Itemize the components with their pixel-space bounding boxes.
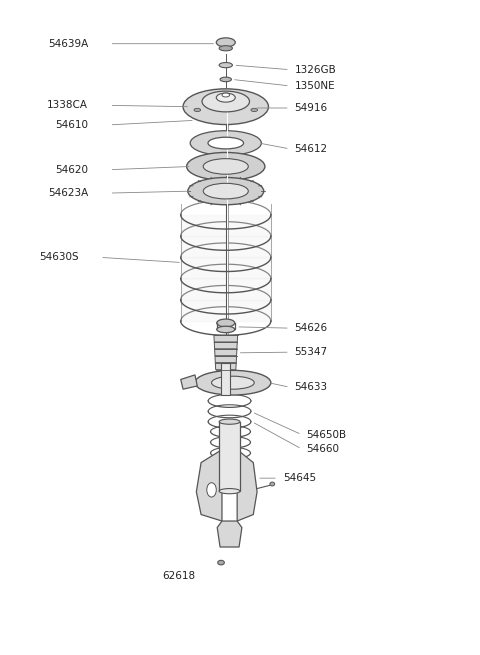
Text: 54650B: 54650B bbox=[306, 430, 347, 440]
Ellipse shape bbox=[219, 489, 240, 494]
Text: 62618: 62618 bbox=[162, 571, 195, 580]
Polygon shape bbox=[214, 342, 237, 349]
Ellipse shape bbox=[270, 482, 275, 486]
Ellipse shape bbox=[212, 376, 254, 389]
Ellipse shape bbox=[188, 178, 264, 205]
Ellipse shape bbox=[216, 93, 235, 102]
Text: 54645: 54645 bbox=[283, 473, 316, 483]
Ellipse shape bbox=[208, 137, 243, 149]
Ellipse shape bbox=[187, 153, 265, 180]
Text: 55347: 55347 bbox=[295, 347, 328, 357]
Polygon shape bbox=[180, 375, 197, 389]
Ellipse shape bbox=[203, 159, 248, 174]
Text: 54916: 54916 bbox=[295, 103, 328, 113]
Ellipse shape bbox=[251, 108, 258, 111]
Ellipse shape bbox=[222, 93, 229, 97]
Ellipse shape bbox=[207, 483, 216, 497]
Ellipse shape bbox=[202, 91, 250, 112]
Ellipse shape bbox=[220, 77, 231, 82]
Ellipse shape bbox=[195, 370, 271, 395]
Text: 54610: 54610 bbox=[55, 120, 88, 130]
Text: 1326GB: 1326GB bbox=[295, 65, 336, 75]
Polygon shape bbox=[216, 363, 236, 369]
Text: 54620: 54620 bbox=[55, 164, 88, 175]
Text: 54660: 54660 bbox=[306, 444, 339, 454]
Polygon shape bbox=[214, 335, 238, 342]
Bar bbox=[219, 422, 240, 491]
Ellipse shape bbox=[203, 183, 248, 199]
Polygon shape bbox=[215, 349, 237, 356]
Bar bbox=[221, 363, 230, 395]
Polygon shape bbox=[237, 449, 257, 521]
Text: 54639A: 54639A bbox=[48, 39, 88, 48]
Polygon shape bbox=[196, 449, 222, 521]
Polygon shape bbox=[217, 521, 242, 547]
Ellipse shape bbox=[217, 319, 235, 327]
Ellipse shape bbox=[216, 38, 235, 47]
Ellipse shape bbox=[217, 326, 235, 333]
Text: 1338CA: 1338CA bbox=[47, 100, 88, 111]
Ellipse shape bbox=[183, 89, 268, 124]
Ellipse shape bbox=[194, 108, 201, 111]
Polygon shape bbox=[215, 356, 237, 363]
Ellipse shape bbox=[219, 419, 240, 424]
Ellipse shape bbox=[190, 131, 261, 155]
Text: 54612: 54612 bbox=[295, 144, 328, 154]
Text: 54633: 54633 bbox=[295, 383, 328, 392]
Text: 54626: 54626 bbox=[295, 323, 328, 333]
Text: 1350NE: 1350NE bbox=[295, 81, 335, 91]
Text: 54630S: 54630S bbox=[39, 252, 79, 263]
Ellipse shape bbox=[218, 560, 224, 565]
Text: 54623A: 54623A bbox=[48, 188, 88, 198]
Ellipse shape bbox=[219, 46, 232, 51]
Ellipse shape bbox=[219, 62, 232, 67]
